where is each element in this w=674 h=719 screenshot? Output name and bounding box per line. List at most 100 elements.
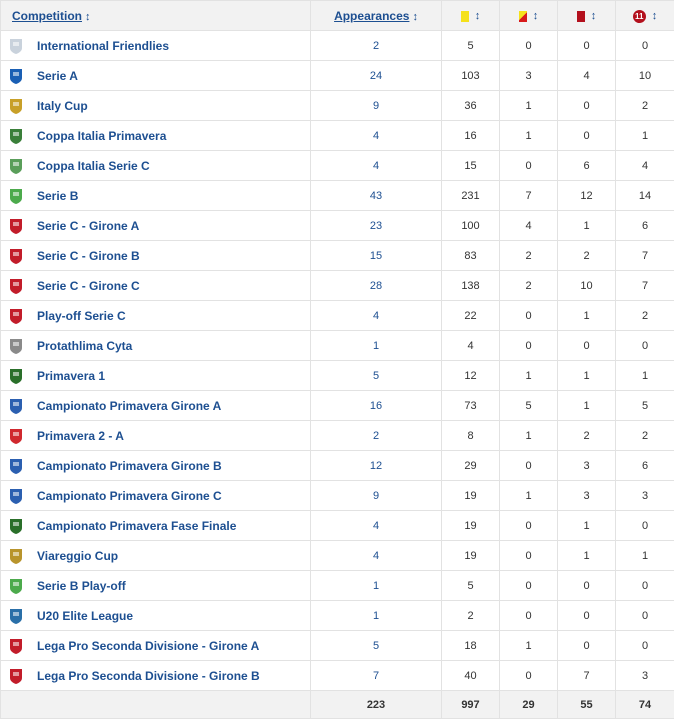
competition-link[interactable]: Coppa Italia Serie C [37,159,150,173]
competition-cell: Serie B Play-off [1,571,311,601]
yellow-red-cards-cell: 0 [500,601,558,631]
competition-logo-icon[interactable] [3,428,29,444]
yellow-cards-cell: 8 [442,421,500,451]
appearances-cell[interactable]: 5 [311,631,442,661]
red-cards-cell: 0 [558,121,616,151]
sort-arrows-icon[interactable]: ↕ [475,10,481,22]
appearances-cell[interactable]: 16 [311,391,442,421]
competition-link[interactable]: U20 Elite League [37,609,133,623]
competition-link[interactable]: Play-off Serie C [37,309,126,323]
competition-link[interactable]: Serie A [37,69,78,83]
competition-link[interactable]: Campionato Primavera Girone A [37,399,221,413]
appearances-cell[interactable]: 1 [311,601,442,631]
yellow-red-cards-cell: 0 [500,151,558,181]
yellow-cards-cell: 19 [442,541,500,571]
competition-link[interactable]: Campionato Primavera Fase Finale [37,519,236,533]
competition-link[interactable]: Primavera 2 - A [37,429,124,443]
competition-logo-icon[interactable] [3,338,29,354]
competition-logo-icon[interactable] [3,398,29,414]
appearances-cell[interactable]: 4 [311,121,442,151]
competition-link[interactable]: Serie C - Girone C [37,279,140,293]
competition-link[interactable]: Italy Cup [37,99,88,113]
yellow-cards-column-header[interactable]: ↕ [442,1,500,31]
competition-link[interactable]: Campionato Primavera Girone B [37,459,222,473]
competition-logo-icon[interactable] [3,278,29,294]
sort-arrows-icon[interactable]: ↕ [652,10,658,22]
sort-arrows-icon[interactable]: ↕ [591,10,597,22]
competition-logo-icon[interactable] [3,548,29,564]
competition-logo-icon[interactable] [3,458,29,474]
appearances-cell[interactable]: 4 [311,511,442,541]
appearances-sort-link[interactable]: Appearances [334,9,409,23]
competition-logo-icon[interactable] [3,578,29,594]
competition-logo-icon[interactable] [3,68,29,84]
sort-arrows-icon[interactable]: ↕ [85,11,91,23]
competition-link[interactable]: Viareggio Cup [37,549,118,563]
appearances-cell[interactable]: 12 [311,451,442,481]
appearances-cell[interactable]: 9 [311,91,442,121]
competition-logo-icon[interactable] [3,38,29,54]
appearances-cell[interactable]: 15 [311,241,442,271]
competition-link[interactable]: Protathlima Cyta [37,339,132,353]
competition-logo-icon[interactable] [3,488,29,504]
appearances-column-header[interactable]: Appearances↕ [311,1,442,31]
appearances-cell[interactable]: 4 [311,541,442,571]
competition-logo-icon[interactable] [3,218,29,234]
competition-column-header[interactable]: Competition↕ [1,1,311,31]
appearances-cell[interactable]: 43 [311,181,442,211]
competition-link[interactable]: Lega Pro Seconda Divisione - Girone A [37,639,259,653]
red-cards-cell: 0 [558,331,616,361]
appearances-cell[interactable]: 1 [311,331,442,361]
competition-logo-icon[interactable] [3,368,29,384]
competition-link[interactable]: Serie C - Girone B [37,249,140,263]
appearances-cell[interactable]: 24 [311,61,442,91]
competition-logo-icon[interactable] [3,158,29,174]
competition-logo-icon[interactable] [3,98,29,114]
competition-logo-icon[interactable] [3,308,29,324]
yellow-red-cards-cell: 1 [500,421,558,451]
appearances-cell[interactable]: 4 [311,151,442,181]
competition-link[interactable]: Serie C - Girone A [37,219,139,233]
competition-logo-icon[interactable] [3,128,29,144]
penalty-goals-cell: 1 [616,361,674,391]
penalty-goals-cell: 0 [616,631,674,661]
competition-logo-icon[interactable] [3,608,29,624]
competition-link[interactable]: Serie B [37,189,78,203]
appearances-cell[interactable]: 1 [311,571,442,601]
yellow-cards-cell: 22 [442,301,500,331]
appearances-cell[interactable]: 28 [311,271,442,301]
competition-link[interactable]: Serie B Play-off [37,579,126,593]
competition-link[interactable]: Campionato Primavera Girone C [37,489,222,503]
yellow-cards-cell: 83 [442,241,500,271]
competition-link[interactable]: Coppa Italia Primavera [37,129,166,143]
red-cards-cell: 0 [558,601,616,631]
competition-logo-icon[interactable] [3,248,29,264]
appearances-cell[interactable]: 9 [311,481,442,511]
competition-link[interactable]: Lega Pro Seconda Divisione - Girone B [37,669,260,683]
competition-logo-icon[interactable] [3,638,29,654]
penalty-goals-column-header[interactable]: 11↕ [616,1,674,31]
appearances-cell[interactable]: 23 [311,211,442,241]
sort-arrows-icon[interactable]: ↕ [412,11,418,23]
yellow-red-cards-cell: 0 [500,571,558,601]
competition-link[interactable]: International Friendlies [37,39,169,53]
competition-logo-icon[interactable] [3,668,29,684]
appearances-cell[interactable]: 4 [311,301,442,331]
appearances-cell[interactable]: 2 [311,31,442,61]
red-cards-column-header[interactable]: ↕ [558,1,616,31]
competition-logo-icon[interactable] [3,188,29,204]
sort-arrows-icon[interactable]: ↕ [533,10,539,22]
appearances-cell[interactable]: 2 [311,421,442,451]
competition-sort-link[interactable]: Competition [12,9,82,23]
yellow-red-cards-cell: 0 [500,301,558,331]
red-cards-cell: 4 [558,61,616,91]
competition-cell: U20 Elite League [1,601,311,631]
yellow-red-cards-column-header[interactable]: ↕ [500,1,558,31]
penalty-goals-cell: 0 [616,601,674,631]
competition-link[interactable]: Primavera 1 [37,369,105,383]
red-cards-cell: 3 [558,451,616,481]
competition-logo-icon[interactable] [3,518,29,534]
appearances-cell[interactable]: 5 [311,361,442,391]
appearances-cell[interactable]: 7 [311,661,442,691]
